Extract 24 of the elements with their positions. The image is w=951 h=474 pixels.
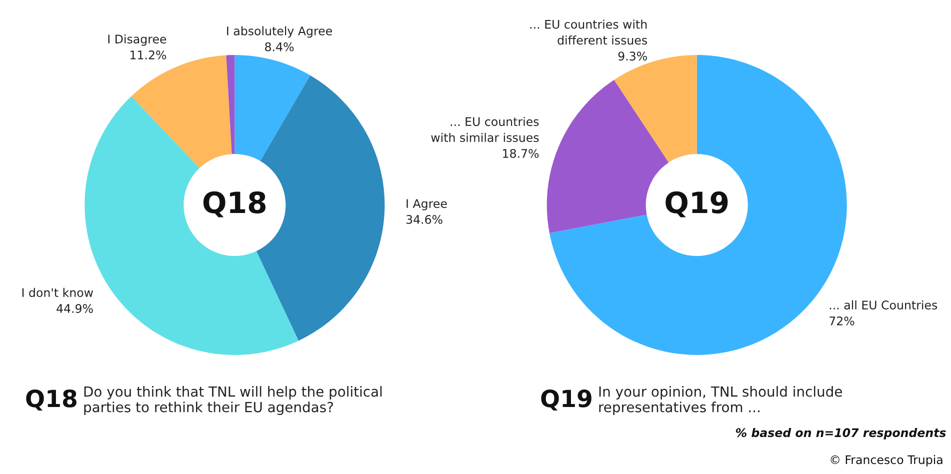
text: Q19 <box>666 191 728 218</box>
data-label: 72% <box>830 316 854 326</box>
text: © Francesco Trupia <box>830 454 942 466</box>
text: In your opinion, TNL should include representatives from ... <box>599 386 842 416</box>
slice-label: I absolutely Agree <box>227 26 332 38</box>
slice-label: I Disagree <box>108 34 166 46</box>
slice-label: ... EU countries with similar issues <box>431 116 539 142</box>
text: % based on n=107 respondents <box>736 428 946 440</box>
data-label: 34.6% <box>406 214 442 224</box>
data-label: 44.9% <box>56 304 93 313</box>
slice-label: I don't know <box>22 288 94 298</box>
text: Do you think that TNL will help the political parties to rethink their EU agendas? <box>84 386 382 416</box>
donut-slice <box>234 54 310 161</box>
slice-label: ... EU countries with different issues <box>530 20 648 45</box>
text: Q18 <box>203 191 266 218</box>
data-label: 11.2% <box>130 50 166 60</box>
text: Q19 <box>541 390 592 410</box>
text: Q18 <box>26 390 76 410</box>
data-label: 8.4% <box>265 42 294 52</box>
slice-label: ... all EU Countries <box>830 300 938 310</box>
donut-slice <box>226 54 235 154</box>
data-label: 18.7% <box>503 148 539 158</box>
slice-label: I Agree <box>406 199 447 210</box>
data-label: 9.3% <box>618 52 647 61</box>
